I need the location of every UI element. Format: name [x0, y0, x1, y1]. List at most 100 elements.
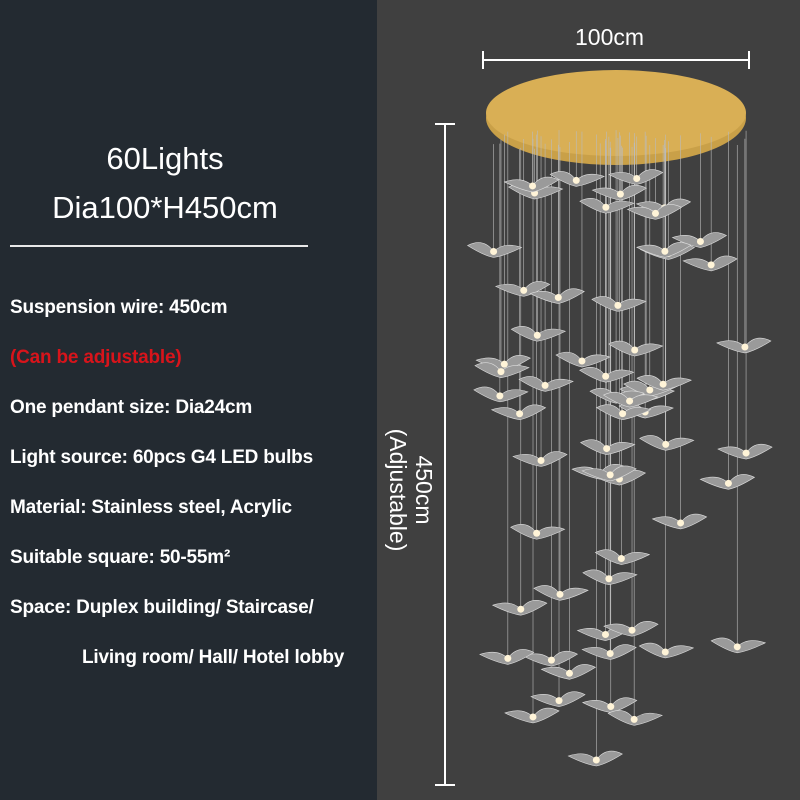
divider: [10, 245, 308, 247]
led-bulb: [659, 380, 667, 388]
bird-pendant: [710, 637, 767, 654]
led-bulb: [619, 410, 627, 418]
bird-pendant: [530, 691, 586, 707]
bird-pendant: [549, 171, 606, 187]
bird-pendant: [580, 439, 636, 455]
canopy: [486, 70, 746, 156]
led-bulb: [504, 654, 512, 662]
spec-panel: 60Lights Dia100*H450cm Suspension wire: …: [0, 0, 377, 800]
bird-pendant: [636, 374, 692, 391]
led-bulb: [520, 286, 528, 294]
led-bulb: [677, 519, 685, 527]
led-bulb: [565, 669, 573, 677]
led-bulb: [606, 471, 614, 479]
bird-pendant: [473, 386, 529, 403]
led-bulb: [724, 479, 732, 487]
led-bulb: [516, 410, 524, 418]
led-bulb: [661, 247, 669, 255]
bird-pendant: [717, 443, 773, 460]
bird-pendant: [491, 599, 548, 616]
led-bulb: [607, 703, 615, 711]
bird-pendant: [494, 281, 551, 297]
led-bulb: [572, 176, 580, 184]
led-bulb: [529, 713, 537, 721]
led-bulb: [533, 529, 541, 537]
led-bulb: [529, 182, 537, 190]
product-image: 100cm 450cm (Adjustable): [377, 0, 800, 800]
bird-pendant: [512, 451, 568, 467]
bird-pendant: [595, 404, 652, 420]
led-bulb: [500, 360, 508, 368]
size-title: Dia100*H450cm: [52, 190, 278, 225]
bird-pendant: [638, 642, 695, 659]
bird-pendant: [581, 644, 637, 660]
width-label: 100cm: [575, 24, 645, 50]
bird-pendant: [651, 513, 708, 530]
bird-pendant: [522, 650, 579, 667]
led-bulb: [496, 392, 504, 400]
bird-pendant: [510, 524, 566, 540]
height-note: (Adjustable): [385, 428, 411, 552]
led-bulb: [605, 575, 613, 583]
bird-pendant: [529, 288, 585, 304]
led-bulb: [628, 626, 636, 634]
led-bulb: [555, 697, 563, 705]
bird-pendant: [490, 404, 547, 421]
led-bulb: [601, 631, 609, 639]
bird-pendant: [567, 750, 623, 767]
bird-pendant: [591, 296, 647, 312]
bird-pendant: [682, 255, 738, 272]
led-bulb: [626, 397, 634, 405]
led-bulb: [554, 294, 562, 302]
bird-pendant: [504, 707, 560, 724]
bird-pendant: [466, 242, 523, 258]
bird-pendant: [608, 340, 664, 357]
led-bulb: [603, 445, 611, 453]
bird-pendant: [474, 362, 530, 378]
led-bulb: [547, 656, 555, 664]
bird-pendant: [510, 326, 567, 342]
height-value: 450cm: [411, 455, 437, 525]
bird-pendant: [581, 465, 637, 482]
lights-count-title: 60Lights: [106, 141, 224, 176]
led-bulb: [617, 555, 625, 563]
bird-pendant: [591, 184, 647, 201]
bird-pendant: [540, 664, 597, 680]
bird-pendant: [618, 402, 674, 419]
bird-pendant: [607, 710, 663, 726]
spec-suspension-wire: Suspension wire: 450cm: [10, 297, 228, 318]
spec-material: Material: Stainless steel, Acrylic: [10, 497, 292, 518]
height-label: 450cm (Adjustable): [385, 345, 437, 635]
led-bulb: [602, 372, 610, 380]
bird-pendant: [639, 435, 695, 451]
bird-pendant: [607, 169, 664, 185]
bird-pendant: [582, 569, 638, 586]
spec-space: Space: Duplex building/ Staircase/: [10, 597, 314, 618]
bird-pendant: [503, 176, 560, 193]
width-dimension-line: [482, 51, 750, 69]
led-bulb: [661, 648, 669, 656]
spec-light-source: Light source: 60pcs G4 LED bulbs: [10, 447, 313, 468]
chandelier-illustration: [435, 51, 773, 786]
led-bulb: [602, 203, 610, 211]
led-bulb: [633, 174, 641, 182]
bird-pendant: [579, 198, 635, 214]
led-bulb: [662, 440, 670, 448]
bird-pendant: [594, 549, 651, 565]
led-bulb: [631, 346, 639, 354]
bird-pendant: [479, 649, 535, 665]
led-bulb: [490, 247, 498, 255]
bird-pendant: [533, 585, 589, 601]
led-bulb: [556, 590, 564, 598]
spec-space-continued: Living room/ Hall/ Hotel lobby: [82, 647, 345, 668]
bird-pendant: [716, 337, 772, 354]
led-bulb: [578, 357, 586, 365]
led-bulb: [696, 238, 704, 246]
led-bulb: [741, 343, 749, 351]
bird-pendant: [555, 351, 611, 368]
spec-pendant-size: One pendant size: Dia24cm: [10, 397, 253, 418]
led-bulb: [537, 457, 545, 465]
bird-pendant: [636, 242, 692, 258]
bird-pendant: [699, 474, 756, 490]
bird-pendant: [581, 697, 638, 713]
